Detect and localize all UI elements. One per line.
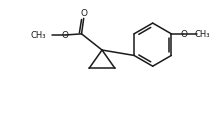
Text: CH₃: CH₃: [195, 30, 210, 39]
Text: CH₃: CH₃: [30, 31, 46, 40]
Text: O: O: [81, 9, 88, 18]
Text: O: O: [181, 30, 187, 39]
Text: O: O: [61, 31, 68, 40]
